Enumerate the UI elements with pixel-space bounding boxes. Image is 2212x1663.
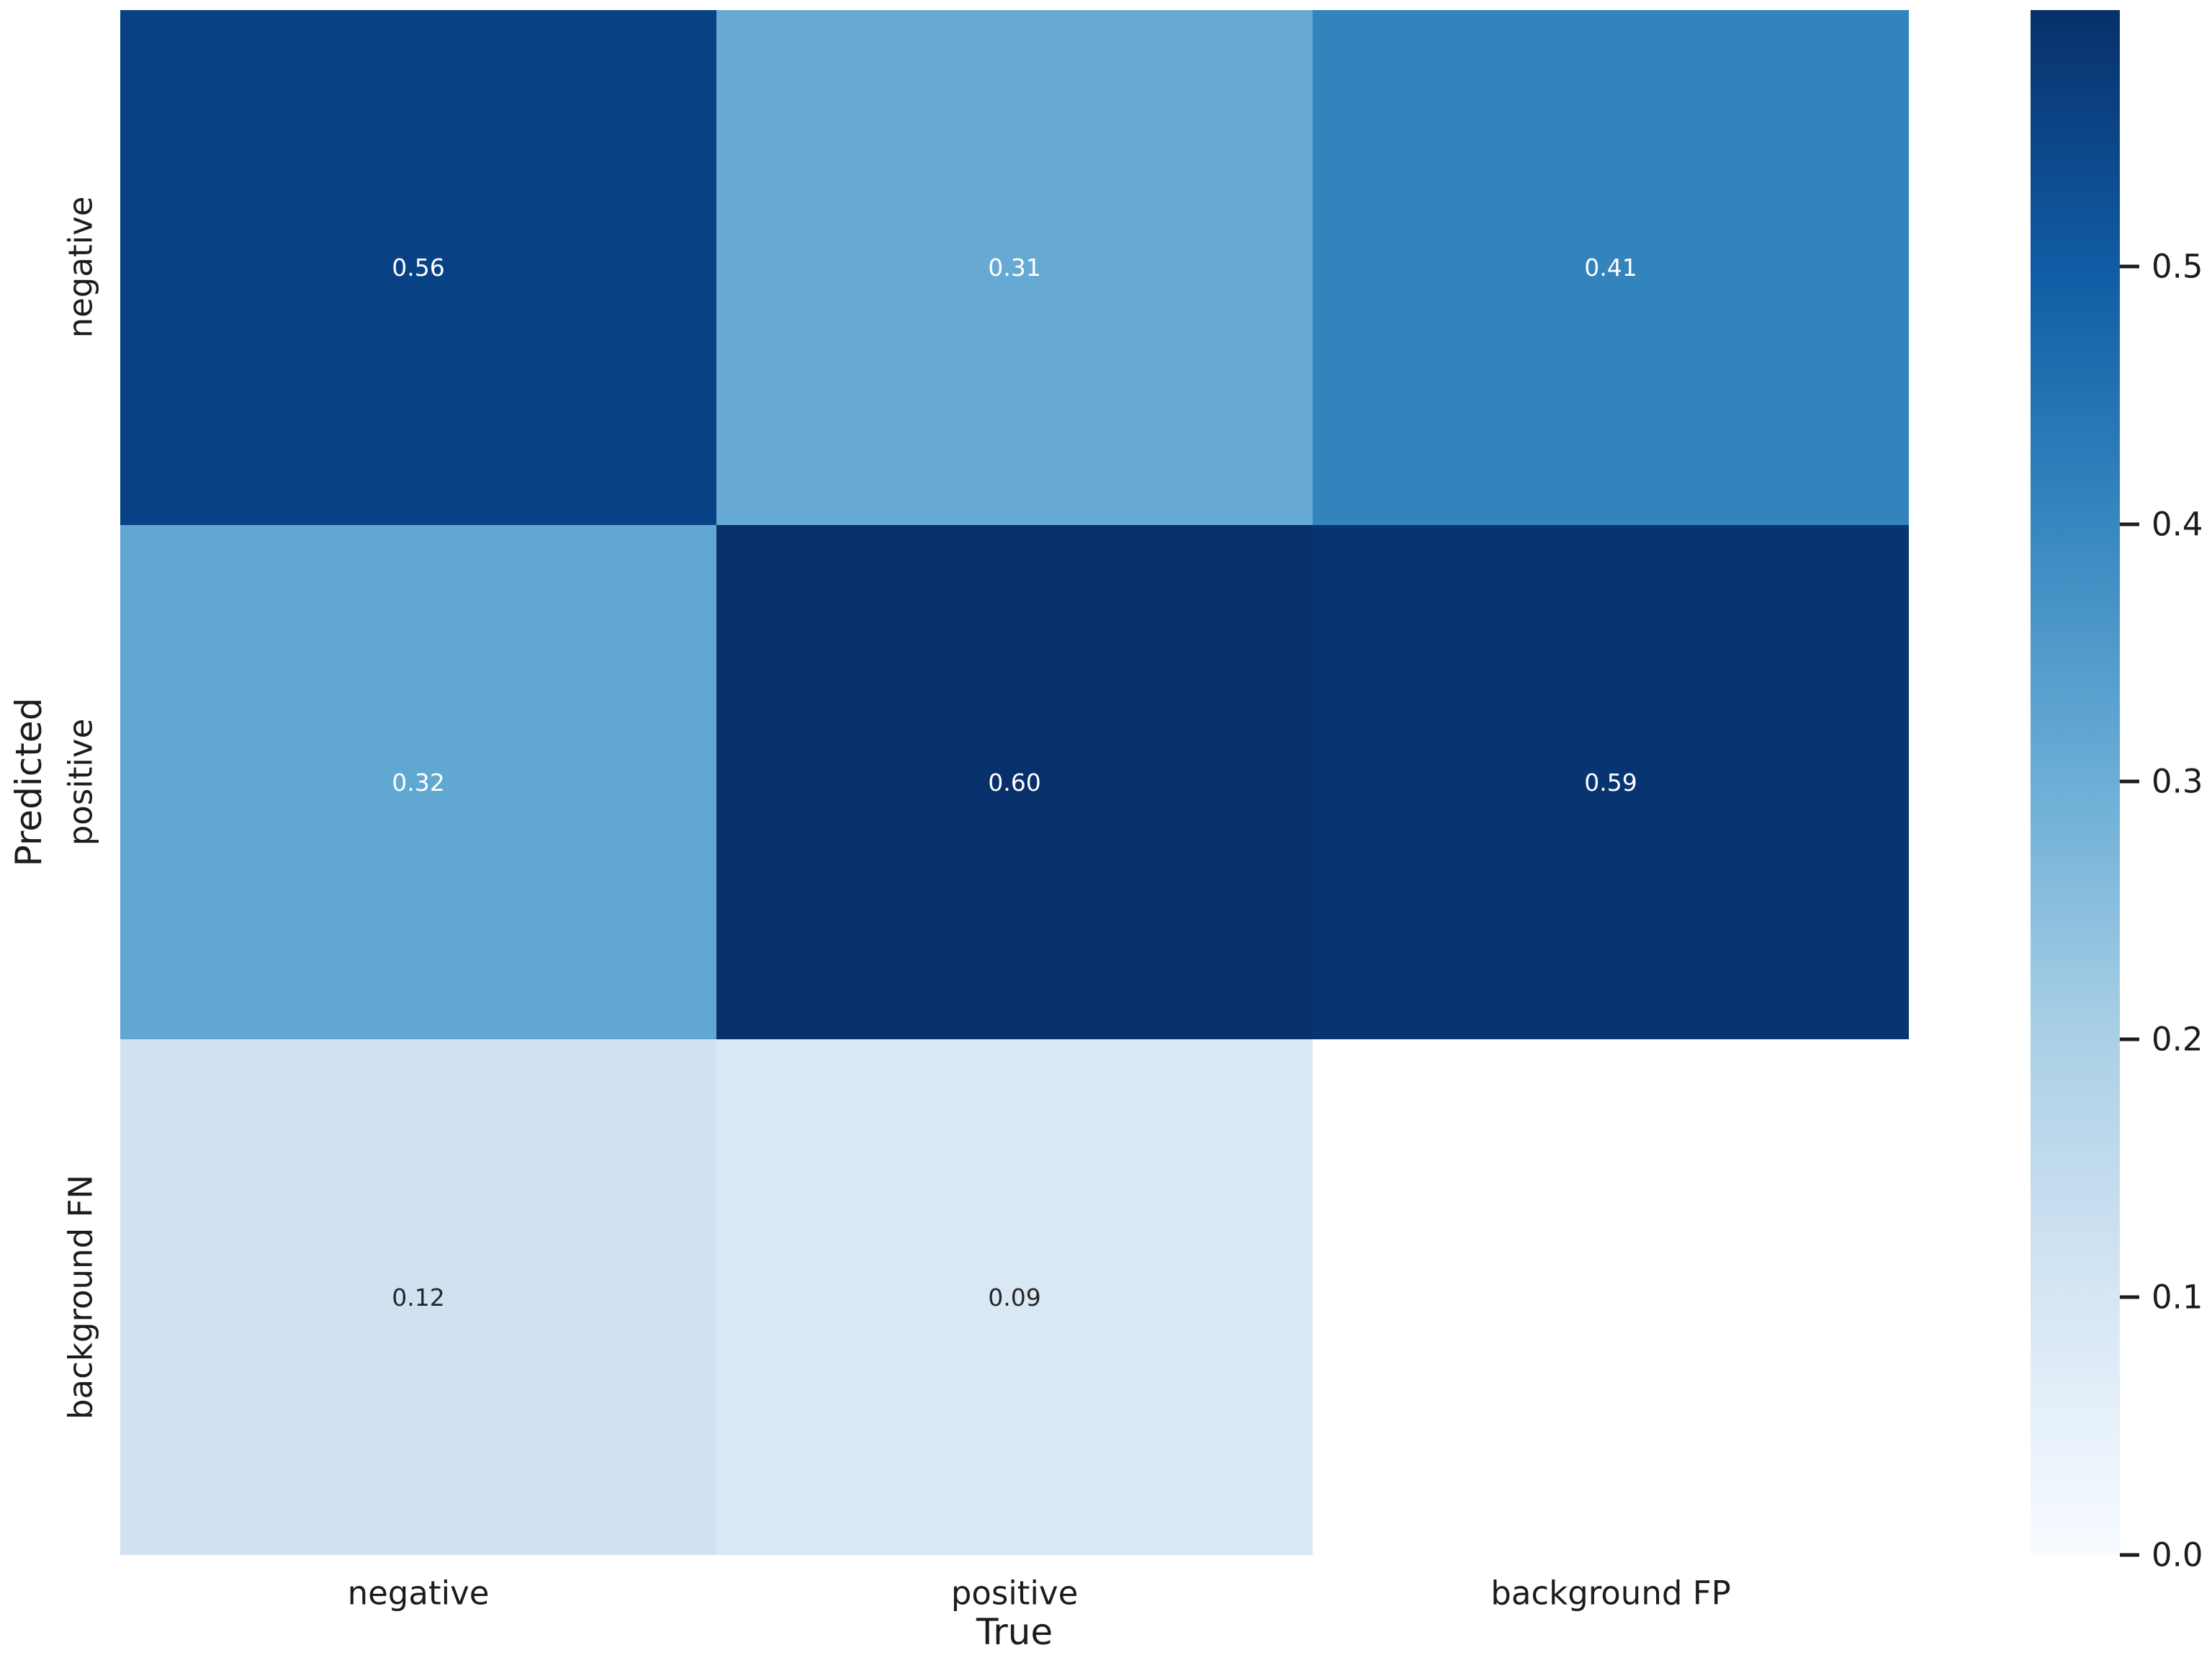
colorbar-tick-mark <box>2120 522 2139 526</box>
heatmap-cell-r0c1: 0.31 <box>716 10 1313 525</box>
y-axis-label: Predicted <box>8 697 50 867</box>
heatmap-cell-r1c1: 0.60 <box>716 525 1313 1039</box>
colorbar-tick-mark <box>2120 264 2139 269</box>
colorbar-gradient <box>2031 10 2120 1555</box>
colorbar-tick-mark <box>2120 1037 2139 1041</box>
heatmap-cell-r1c2: 0.59 <box>1313 525 1909 1039</box>
x-tick-label-positive: positive <box>950 1574 1079 1613</box>
colorbar-tick-mark <box>2120 1553 2139 1557</box>
x-tick-label-background-fp: background FP <box>1491 1574 1731 1613</box>
heatmap-cell-r2c0: 0.12 <box>120 1039 716 1555</box>
heatmap-cell-r1c0: 0.32 <box>120 525 716 1039</box>
heatmap-cell-r0c2: 0.41 <box>1313 10 1909 525</box>
colorbar-tick-label: 0.1 <box>2152 1278 2203 1317</box>
x-axis-label: True <box>976 1611 1053 1653</box>
y-tick-label-background-fn: background FN <box>61 1174 100 1420</box>
heatmap-cell-r2c2-masked <box>1313 1039 1909 1555</box>
colorbar-tick-label: 0.5 <box>2152 247 2203 286</box>
colorbar-tick-label: 0.0 <box>2152 1536 2203 1574</box>
y-tick-label-negative: negative <box>61 196 100 339</box>
x-tick-label-negative: negative <box>347 1574 490 1613</box>
heatmap-cell-r2c1: 0.09 <box>716 1039 1313 1555</box>
colorbar-tick-label: 0.2 <box>2152 1020 2203 1059</box>
colorbar-tick-mark <box>2120 1295 2139 1299</box>
colorbar-tick-mark <box>2120 779 2139 784</box>
colorbar-tick-label: 0.4 <box>2152 505 2203 544</box>
heatmap-cell-r0c0: 0.56 <box>120 10 716 525</box>
colorbar-tick-label: 0.3 <box>2152 762 2203 801</box>
y-tick-label-positive: positive <box>61 718 100 846</box>
